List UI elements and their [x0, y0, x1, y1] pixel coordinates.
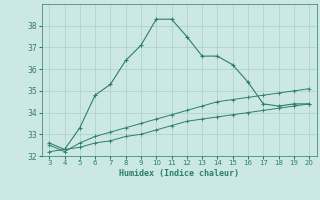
X-axis label: Humidex (Indice chaleur): Humidex (Indice chaleur) — [119, 169, 239, 178]
